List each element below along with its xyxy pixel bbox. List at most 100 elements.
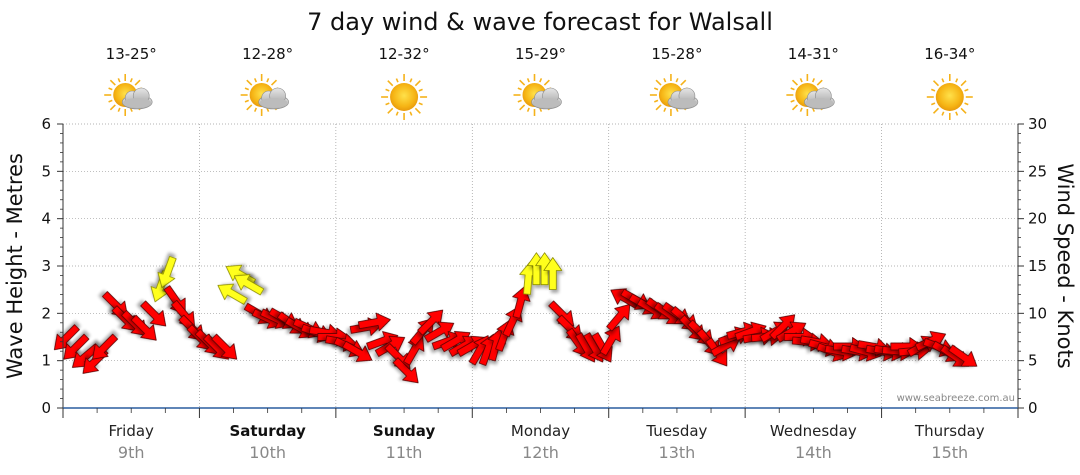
sun-ray [941, 111, 945, 116]
sun-ray [409, 111, 413, 116]
partly-cloudy-icon [513, 74, 562, 116]
sun-rays [926, 74, 973, 120]
sun-ray [655, 79, 662, 86]
sunny-icon [926, 74, 973, 120]
sun-ray [418, 102, 423, 106]
sun-ray [517, 87, 522, 91]
axes: 0 1 2 3 4 5 6 0 5 10 15 20 25 30 [41, 115, 1047, 418]
day-labels: Friday 9th Saturday 10th Sunday 11th Monday 12t… [108, 422, 984, 462]
sun-ray [385, 102, 390, 106]
wind-arrow [392, 357, 419, 384]
y-tick-label-right: 0 [1028, 399, 1038, 417]
sun-ray [653, 87, 659, 91]
wind-arrow [606, 303, 631, 332]
sun-ray [675, 78, 679, 83]
sun-ray [790, 99, 795, 103]
weather-row: 13-25° 12-28° 12-32° 15-29° 15-28° 14-31° 16-3… [104, 45, 975, 120]
wind-arrow [548, 300, 575, 327]
sun-ray [244, 99, 250, 103]
temp-range: 12-28° [242, 45, 293, 63]
cloud-shape [667, 87, 699, 110]
chart-title: 7 day wind & wave forecast for Walsall [307, 8, 773, 36]
sun-ray [680, 79, 687, 86]
plot-area: 0 1 2 3 4 5 6 0 5 10 15 20 25 30 [41, 115, 1047, 418]
partly-cloudy-icon [649, 74, 699, 116]
sun-ray [653, 99, 659, 103]
wind-arrow [130, 314, 157, 341]
sun-ray [266, 78, 270, 83]
sun-ray [129, 78, 133, 83]
temp-range: 15-29° [515, 45, 566, 63]
wind-arrow [423, 321, 455, 343]
y-tick-label-right: 10 [1028, 304, 1047, 322]
sun-ray [519, 104, 526, 111]
sun-ray [931, 88, 936, 92]
y-tick-label-right: 25 [1028, 162, 1047, 180]
partly-cloudy-icon [104, 74, 153, 116]
day-name-wednesday: Wednesday [770, 422, 857, 440]
wind-arrow [512, 286, 531, 319]
day-date: 15th [931, 443, 968, 462]
wind-arrow [342, 340, 373, 362]
sun-ray [655, 104, 662, 111]
wind-arrow [233, 274, 265, 296]
sun-ray [109, 104, 116, 111]
sun-ray [964, 102, 969, 106]
day-date: 13th [659, 443, 696, 462]
day-date: 14th [795, 443, 832, 462]
sun-ray [791, 104, 799, 111]
sun-disc [935, 83, 964, 111]
sun-ray [409, 78, 413, 83]
cloud-fill [532, 98, 561, 108]
day-name-sunday: Sunday [373, 422, 436, 440]
partly-cloudy-icon [240, 74, 289, 116]
y-tick-label-right: 30 [1028, 115, 1047, 133]
sun-ray [108, 87, 113, 91]
sun-ray [663, 107, 667, 112]
sun-ray [799, 78, 803, 83]
day-date: 11th [386, 443, 423, 462]
sun-ray [519, 79, 526, 86]
sun-ray [108, 99, 113, 103]
y-axis-left-label: Wave Height - Metres [3, 153, 27, 379]
sun-rays [381, 74, 428, 120]
sun-ray [526, 107, 530, 112]
day-name-friday: Friday [108, 422, 154, 440]
sun-ray [543, 79, 550, 86]
sun-ray [254, 107, 258, 112]
sun-disc [390, 83, 419, 111]
sun-ray [246, 79, 253, 86]
cloud-shape [258, 87, 289, 110]
sun-ray [811, 78, 815, 83]
sun-ray [941, 78, 945, 83]
wind-arrows [53, 252, 978, 384]
y-axis-right-label: Wind Speed - Knots [1053, 163, 1077, 368]
y-tick-label-right: 5 [1028, 352, 1038, 370]
y-tick-label-left: 2 [41, 304, 51, 322]
temp-range: 12-32° [379, 45, 430, 63]
sun-ray [799, 107, 803, 112]
cloud-shape [804, 87, 835, 110]
partly-cloudy-icon [786, 74, 835, 116]
temp-range: 16-34° [924, 45, 975, 63]
y-tick-label-right: 20 [1028, 210, 1047, 228]
sun-ray [246, 104, 253, 111]
y-tick-label-left: 0 [41, 399, 51, 417]
sun-ray [418, 88, 423, 92]
sun-ray [931, 102, 936, 106]
sunny-icon [381, 74, 428, 120]
sun-ray [385, 88, 390, 92]
sun-ray [932, 107, 940, 114]
temp-range: 15-28° [651, 45, 702, 63]
day-name-saturday: Saturday [229, 422, 306, 440]
wind-arrow [211, 333, 238, 360]
day-date: 9th [118, 443, 145, 462]
y-tick-label-left: 1 [41, 352, 51, 370]
sun-ray [791, 79, 799, 86]
wind-arrow [140, 300, 167, 327]
wind-arrow [599, 325, 621, 356]
temp-range: 13-25° [106, 45, 157, 63]
day-name-thursday: Thursday [914, 422, 985, 440]
